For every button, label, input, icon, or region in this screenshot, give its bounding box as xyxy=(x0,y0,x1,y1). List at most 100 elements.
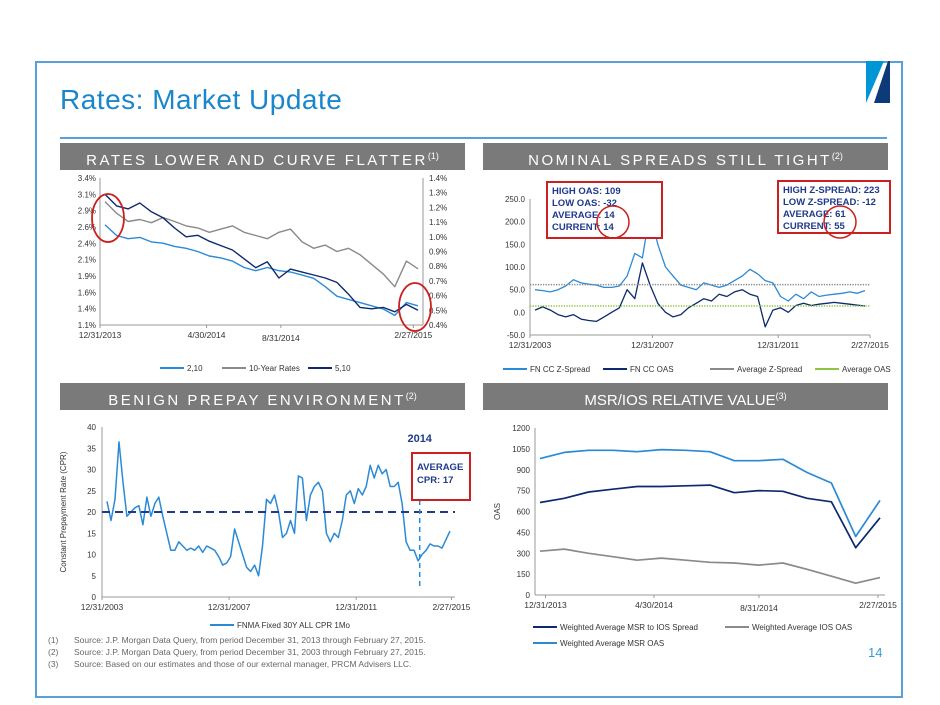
y-tick-label: 1.2% xyxy=(429,203,447,212)
legend-label: FNMA Fixed 30Y ALL CPR 1Mo xyxy=(237,621,350,630)
highlight-circle xyxy=(823,205,857,239)
page-title: Rates: Market Update xyxy=(60,84,343,115)
y-tick-label: 0.6% xyxy=(429,292,447,301)
x-tick-label: 4/30/2014 xyxy=(635,600,673,610)
footnote-ref: (1) xyxy=(427,151,439,161)
annotation-text: LOW OAS: -32 xyxy=(552,198,617,209)
y-tick-label: 0 xyxy=(526,591,531,600)
x-tick-label: 12/31/2013 xyxy=(79,330,122,340)
y-tick-label: 100.0 xyxy=(505,263,526,272)
x-tick-label: 2/27/2015 xyxy=(433,602,471,612)
x-tick-label: 12/31/2007 xyxy=(208,602,251,612)
annotation-box xyxy=(546,181,663,239)
legend-label: Weighted Average MSR OAS xyxy=(560,639,664,648)
y-tick-label: 300 xyxy=(517,549,531,558)
y-tick-label: 0.0 xyxy=(514,308,526,317)
section-header-spreads: NOMINAL SPREADS STILL TIGHT(2) xyxy=(483,143,888,170)
y-tick-label: 10 xyxy=(87,551,96,560)
series-line-weighted-average-msr-to-ios-spread xyxy=(539,484,881,549)
slide-frame xyxy=(35,61,903,698)
series-line-weighted-average-ios-oas xyxy=(539,548,881,585)
footnote-text: Source: J.P. Morgan Data Query, from per… xyxy=(74,635,426,645)
series-line-2-10 xyxy=(104,224,419,317)
legend-label: Average OAS xyxy=(842,365,891,374)
section-header-rates: RATES LOWER AND CURVE FLATTER(1) xyxy=(60,143,465,170)
footnote: (3) Source: Based on our estimates and th… xyxy=(48,659,411,669)
y-tick-label: 750 xyxy=(517,487,531,496)
annotation-text: CURRENT: 55 xyxy=(783,221,845,232)
x-tick-label: 8/31/2014 xyxy=(262,333,300,343)
x-tick-label: 12/31/2011 xyxy=(335,602,377,612)
y-tick-label: 0.7% xyxy=(429,277,447,286)
section-label: BENIGN PREPAY ENVIRONMENT xyxy=(108,392,406,409)
legend-label: FN CC OAS xyxy=(630,365,674,374)
x-tick-label: 12/31/2007 xyxy=(631,340,674,350)
rates-chart: 1.1% 1.4% 1.6% 1.9% 2.1% 2.4% 2.6% 2.9% 3.1% 3.4%… xyxy=(78,174,447,373)
annotation-text: AVERAGE xyxy=(417,462,463,473)
legend-label: 5,10 xyxy=(335,364,351,373)
y-tick-label: 20 xyxy=(87,508,96,517)
y-tick-label: 600 xyxy=(517,508,531,517)
y-tick-label: 3.1% xyxy=(78,190,96,199)
x-tick-label: 4/30/2014 xyxy=(188,330,226,340)
annotation-text: AVERAGE: 14 xyxy=(552,210,615,221)
x-tick-label: 2/27/2015 xyxy=(859,600,897,610)
y-tick-label: 1.0% xyxy=(429,233,447,242)
y-tick-label: 250.0 xyxy=(505,195,526,204)
section-label: NOMINAL SPREADS STILL TIGHT xyxy=(528,152,832,169)
legend-label: Weighted Average IOS OAS xyxy=(752,623,852,632)
footnote-ref: (2) xyxy=(831,151,843,161)
series-line-fn-cc-oas xyxy=(534,262,866,328)
x-tick-label: 8/31/2014 xyxy=(740,603,778,613)
annotation-text: HIGH OAS: 109 xyxy=(552,186,621,197)
msr-chart: 0 150 300 450 600 750 900 1050 1200 12/31/2013 4/3… xyxy=(493,424,897,648)
y-tick-label: 2.4% xyxy=(78,239,96,248)
y-tick-label: 1.3% xyxy=(429,189,447,198)
annotation-text: AVERAGE: 61 xyxy=(783,209,846,220)
annotation-text: HIGH Z-SPREAD: 223 xyxy=(783,185,880,196)
legend-label: FN CC Z-Spread xyxy=(530,365,590,374)
y-tick-label: 40 xyxy=(87,423,96,432)
series-line-5-10 xyxy=(104,193,419,313)
section-header-msr: MSR/IOS RELATIVE VALUE(3) xyxy=(483,383,888,410)
x-tick-label: 2/27/2015 xyxy=(394,330,432,340)
x-tick-label: 12/31/2013 xyxy=(524,600,567,610)
y-tick-label: 3.4% xyxy=(78,174,96,183)
annotation-text: CURRENT: 14 xyxy=(552,222,614,233)
highlight-circle xyxy=(596,205,630,239)
section-header-prepay: BENIGN PREPAY ENVIRONMENT(2) xyxy=(60,383,465,410)
footnote-text: Source: Based on our estimates and those… xyxy=(74,659,412,669)
prepay-chart: 0 5 10 15 20 25 30 35 40 12/31/2003 12/31/2007 12/3… xyxy=(59,423,471,630)
legend-label: 10-Year Rates xyxy=(249,364,300,373)
highlight-circle xyxy=(398,282,432,332)
footnote-ref: (3) xyxy=(775,391,787,401)
footnote-text: Source: J.P. Morgan Data Query, from per… xyxy=(74,647,426,657)
y-tick-label: 1050 xyxy=(512,445,530,454)
annotation-box xyxy=(411,452,471,501)
series-line-weighted-average-msr-oas xyxy=(539,448,881,538)
spreads-chart: -50.0 0.0 50.0 100.0 150.0 200.0 250.0 12/31/20… xyxy=(503,180,891,374)
series-line-10-year-rates xyxy=(104,201,419,288)
title-divider xyxy=(60,137,887,139)
series-line-fnma-fixed-30y-all-cpr-1mo xyxy=(106,441,451,577)
y-tick-label: 0.5% xyxy=(429,306,447,315)
footnote-number: (3) xyxy=(48,659,59,669)
y-axis-label: Constant Prepayment Rate (CPR) xyxy=(59,451,68,572)
y-tick-label: 1200 xyxy=(512,424,530,433)
x-tick-label: 2/27/2015 xyxy=(851,340,889,350)
company-logo xyxy=(866,61,890,103)
year-marker-label: 2014 xyxy=(407,433,432,445)
x-tick-label: 12/31/2003 xyxy=(81,602,124,612)
y-tick-label: 0.4% xyxy=(429,321,447,330)
footnote-number: (2) xyxy=(48,647,59,657)
y-tick-label: 15 xyxy=(87,529,96,538)
footnote: (1) Source: J.P. Morgan Data Query, from … xyxy=(48,635,426,645)
section-label: RATES LOWER AND CURVE FLATTER xyxy=(86,152,428,169)
y-tick-label: 35 xyxy=(87,444,96,453)
y-tick-label: 450 xyxy=(517,528,531,537)
y-tick-label: -50.0 xyxy=(507,331,526,340)
y-tick-label: 1.9% xyxy=(78,272,96,281)
y-tick-label: 150 xyxy=(517,570,531,579)
footnote: (2) Source: J.P. Morgan Data Query, from … xyxy=(48,647,426,657)
annotation-text: LOW Z-SPREAD: -12 xyxy=(783,197,876,208)
